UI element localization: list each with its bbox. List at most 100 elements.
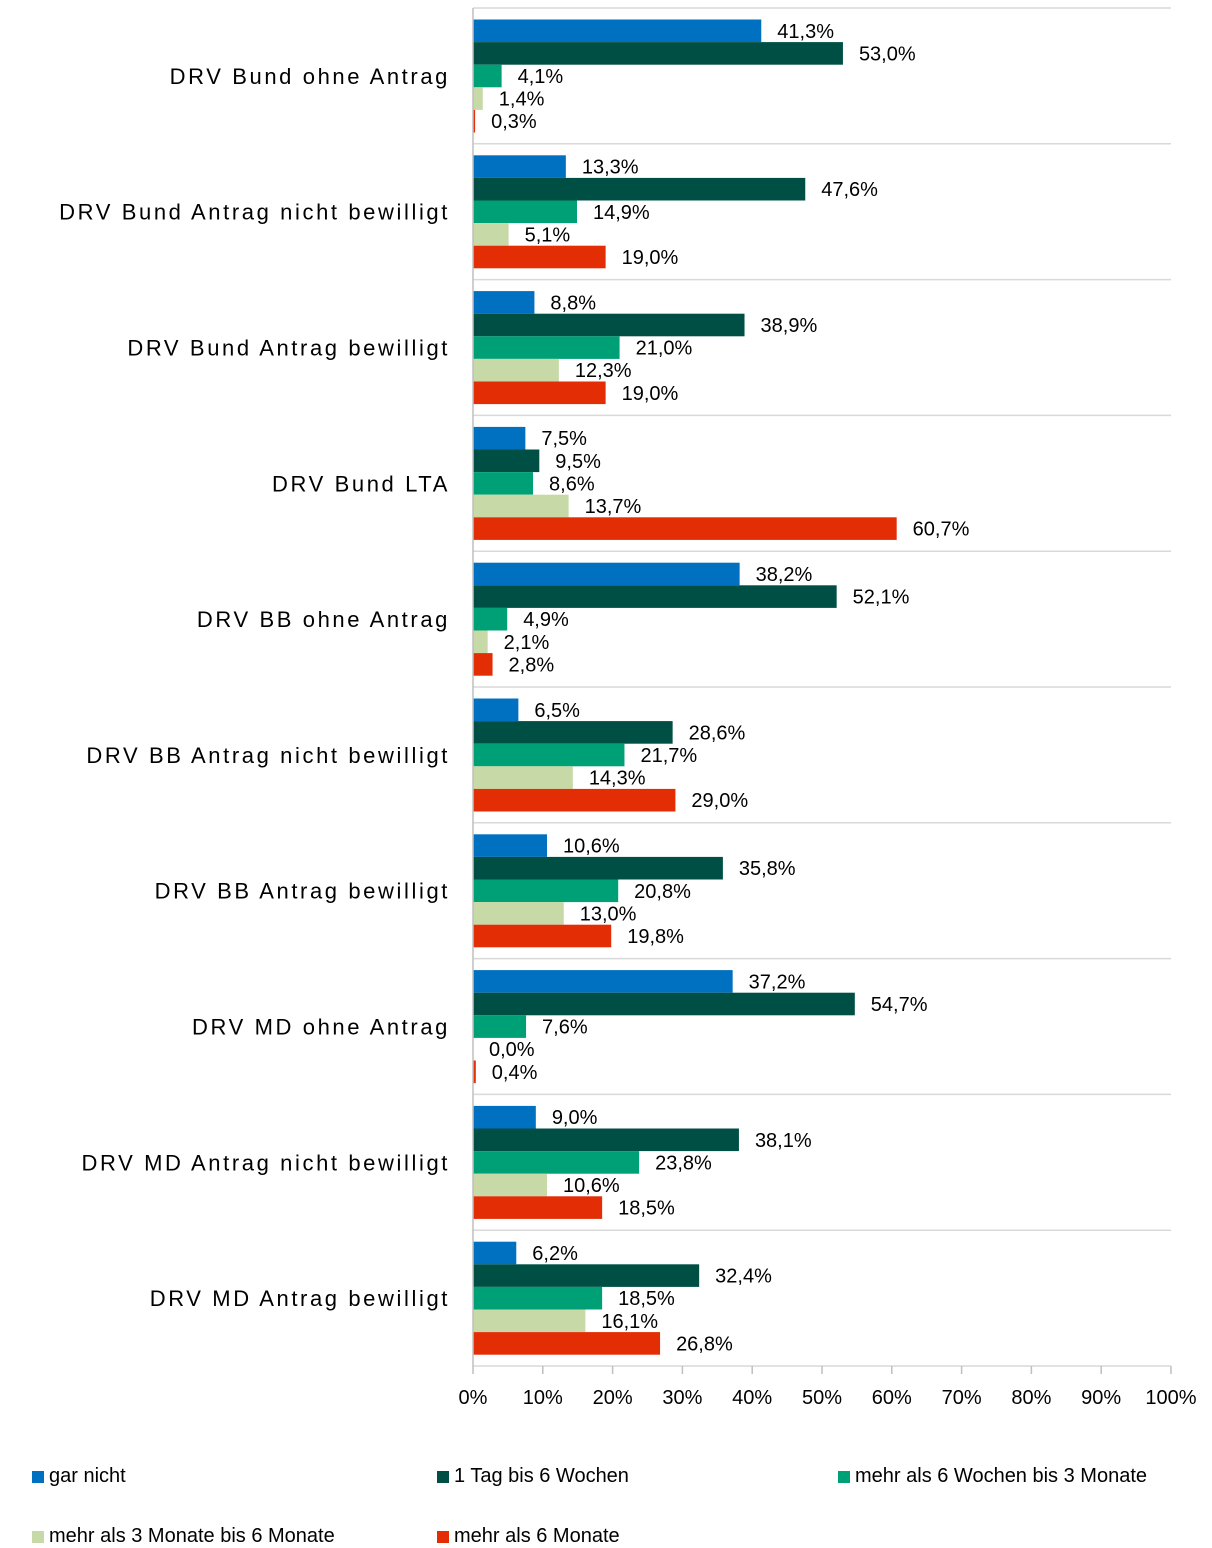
- bar: [473, 517, 897, 540]
- data-label: 9,0%: [552, 1107, 598, 1129]
- data-label: 32,4%: [715, 1266, 772, 1288]
- data-label: 38,1%: [755, 1130, 812, 1152]
- bar: [473, 223, 509, 246]
- category-label: DRV MD ohne Antrag: [192, 1015, 450, 1040]
- data-label: 2,1%: [504, 632, 550, 654]
- bar: [473, 585, 837, 608]
- data-label: 18,5%: [618, 1198, 675, 1220]
- data-label: 7,5%: [541, 428, 587, 450]
- data-label: 13,0%: [580, 903, 637, 925]
- bar: [473, 698, 519, 722]
- category-label: DRV MD Antrag nicht bewilligt: [82, 1150, 450, 1175]
- bar: [473, 449, 540, 473]
- category-label: DRV MD Antrag bewilligt: [150, 1286, 450, 1311]
- bar: [473, 245, 606, 269]
- bar: [473, 1128, 739, 1152]
- x-tick-label: 70%: [942, 1387, 982, 1409]
- bar: [473, 472, 534, 495]
- category-label: DRV BB ohne Antrag: [197, 607, 450, 632]
- bar: [473, 200, 578, 224]
- data-label: 52,1%: [853, 587, 910, 609]
- bar: [473, 1105, 536, 1129]
- bar: [473, 155, 566, 178]
- bar: [473, 902, 564, 925]
- bar: [473, 42, 843, 65]
- bar: [473, 291, 535, 314]
- bar: [473, 1286, 603, 1310]
- bar: [473, 381, 606, 405]
- data-label: 54,7%: [871, 994, 928, 1016]
- bar: [473, 1332, 661, 1355]
- bar: [473, 1015, 527, 1038]
- bar: [473, 630, 488, 654]
- category-label: DRV Bund Antrag bewilligt: [127, 336, 450, 361]
- category-label: DRV BB Antrag bewilligt: [155, 879, 450, 904]
- data-label: 23,8%: [655, 1152, 712, 1174]
- bar: [473, 607, 508, 631]
- data-label: 16,1%: [601, 1311, 658, 1333]
- bar: [473, 924, 612, 948]
- data-label: 41,3%: [777, 21, 834, 43]
- data-label: 37,2%: [749, 971, 806, 993]
- bar: [473, 879, 619, 903]
- data-label: 47,6%: [821, 179, 878, 201]
- x-tick-label: 80%: [1011, 1387, 1051, 1409]
- category-label: DRV Bund ohne Antrag: [170, 64, 450, 89]
- data-label: 13,7%: [585, 496, 642, 518]
- category-label: DRV Bund Antrag nicht bewilligt: [59, 200, 450, 225]
- data-label: 19,0%: [622, 247, 679, 269]
- x-tick-label: 20%: [593, 1387, 633, 1409]
- bar: [473, 494, 569, 518]
- data-label: 14,9%: [593, 202, 650, 224]
- bar: [473, 970, 733, 993]
- data-label: 20,8%: [634, 881, 691, 903]
- bar: [473, 1151, 640, 1174]
- category-label: DRV BB Antrag nicht bewilligt: [86, 743, 450, 768]
- bar: [473, 87, 483, 110]
- data-label: 60,7%: [913, 519, 970, 541]
- data-label: 13,3%: [582, 157, 639, 179]
- data-label: 0,4%: [492, 1062, 538, 1084]
- data-label: 38,9%: [761, 315, 818, 337]
- data-label: 4,1%: [518, 66, 564, 88]
- x-tick-label: 100%: [1145, 1387, 1196, 1409]
- x-tick-label: 90%: [1081, 1387, 1121, 1409]
- data-label: 29,0%: [691, 790, 748, 812]
- data-label: 19,0%: [622, 383, 679, 405]
- bar: [473, 788, 676, 812]
- x-tick-label: 40%: [732, 1387, 772, 1409]
- x-tick-label: 0%: [459, 1387, 488, 1409]
- data-label: 19,8%: [627, 926, 684, 948]
- category-separators: [473, 7, 1171, 1367]
- bar: [473, 743, 625, 767]
- bar: [473, 1309, 586, 1333]
- bar: [473, 834, 547, 857]
- data-label: 12,3%: [575, 360, 632, 382]
- data-label: 4,9%: [523, 609, 569, 631]
- bar: [473, 336, 620, 359]
- data-label: 0,3%: [491, 111, 537, 133]
- data-label: 8,8%: [550, 292, 596, 314]
- data-label: 10,6%: [563, 836, 620, 858]
- bar: [473, 721, 673, 744]
- bars-group: [473, 19, 897, 1355]
- bar: [473, 562, 740, 586]
- bar: [473, 19, 762, 43]
- data-label: 21,7%: [640, 745, 697, 767]
- data-label: 28,6%: [689, 722, 746, 744]
- x-tick-label: 60%: [872, 1387, 912, 1409]
- data-label: 8,6%: [549, 473, 595, 495]
- bar: [473, 766, 573, 789]
- data-label: 6,5%: [534, 700, 580, 722]
- x-axis: 0% 10% 20% 30% 40% 50% 60% 70% 80% 90% 100%: [459, 8, 1197, 1409]
- category-labels-group: DRV Bund ohne Antrag DRV Bund Antrag nich…: [59, 64, 450, 1311]
- bar: [473, 856, 723, 880]
- data-label: 5,1%: [525, 224, 571, 246]
- bar: [473, 358, 559, 382]
- data-label: 53,0%: [859, 43, 916, 65]
- bar: [473, 177, 806, 201]
- x-tick-label: 50%: [802, 1387, 842, 1409]
- x-tick-label: 30%: [662, 1387, 702, 1409]
- data-label: 2,8%: [509, 654, 555, 676]
